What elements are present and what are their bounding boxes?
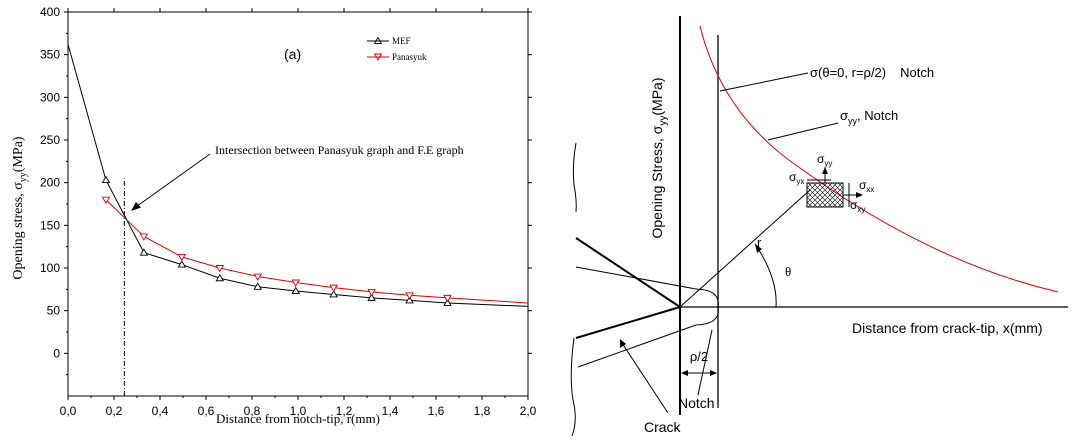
data-point-mef [291, 286, 300, 294]
x-axis-ticks: 0,0 0,2 0,4 0,6 0,8 1,0 1,2 1,4 1,6 1,8 2,0 [60, 8, 537, 418]
crack-pointer-arrowhead [620, 339, 626, 348]
sigma-yy-label: σyy [817, 152, 832, 168]
chart-a: 0 50 100 150 200 250 300 350 400 0,0 0,2 0,4 0,6 0,8… [11, 5, 537, 426]
x-tick-label: 0,6 [198, 404, 215, 418]
data-point-panasyuk [101, 196, 111, 205]
sigma-yx-label: σyx [789, 170, 804, 186]
series-line-panasyuk [105, 199, 529, 304]
point-label-arrow [719, 72, 809, 92]
point-label: σ(θ=0, r=ρ/2) Notch [810, 65, 934, 80]
legend-marker-mef [373, 36, 383, 44]
notch-pointer-line [697, 329, 713, 396]
y-tick-label: 0 [53, 346, 60, 360]
sigma-yy-arrowhead [822, 167, 828, 174]
y-tick-label: 100 [40, 261, 60, 275]
sigma-xx-arrowhead [856, 192, 863, 198]
rho-arrow-right [710, 370, 717, 376]
stress-element [806, 182, 844, 208]
y-axis-ticks: 0 50 100 150 200 250 300 350 400 [40, 5, 532, 376]
rho-half-label: ρ/2 [690, 349, 708, 364]
data-point-mef [139, 248, 149, 256]
diagram-x-axis-label: Distance from crack-tip, x(mm) [852, 320, 1043, 336]
data-point-panasyuk [405, 292, 414, 300]
annotation-arrowhead [131, 202, 141, 211]
y-tick-label: 50 [47, 304, 61, 318]
stress-curve [699, 25, 1059, 293]
data-point-panasyuk [443, 294, 452, 303]
notch-upper-outer [575, 237, 681, 308]
data-point-panasyuk [139, 233, 149, 241]
theta-arrowhead [755, 244, 762, 253]
x-tick-label: 1,0 [290, 404, 307, 418]
panel-label: (a) [284, 46, 301, 62]
data-point-panasyuk [215, 265, 225, 273]
x-tick-label: 0,0 [60, 404, 77, 418]
y-tick-label: 150 [40, 218, 60, 232]
data-point-mef [215, 273, 225, 282]
curve-label: σyy, Notch [840, 108, 898, 126]
series-line-mef [67, 44, 529, 307]
y-tick-label: 250 [40, 133, 60, 147]
legend-label-mef: MEF [392, 36, 411, 46]
sigma-xy-label: σxy [850, 198, 865, 214]
crack-pointer-line [621, 342, 669, 414]
x-tick-label: 1,2 [336, 404, 353, 418]
diagram-y-axis-label: Opening Stress, σyy(MPa) [649, 77, 669, 238]
series-layer [67, 44, 529, 307]
notch-wavy-edge-top [572, 142, 577, 213]
x-tick-label: 1,8 [474, 404, 491, 418]
data-point-panasyuk [253, 273, 263, 281]
x-tick-label: 1,6 [428, 404, 445, 418]
notch-tip-arc [695, 288, 719, 326]
notch-label: Notch [678, 395, 715, 411]
y-tick-label: 300 [40, 90, 60, 104]
x-tick-label: 0,2 [106, 404, 123, 418]
r-label: r [757, 235, 762, 250]
data-point-panasyuk [291, 279, 300, 287]
radius-line [679, 189, 811, 308]
notch-stress-diagram: Opening Stress, σyy(MPa) Distance from c… [570, 16, 1068, 437]
x-tick-label: 1,4 [382, 404, 399, 418]
crack-label: Crack [644, 419, 682, 435]
x-axis-label: Distance from notch-tip, r(mm) [216, 411, 380, 426]
data-point-mef [367, 293, 376, 301]
data-point-mef [101, 175, 111, 184]
sigma-xx-label: σxx [859, 178, 874, 194]
data-point-mef [443, 298, 452, 306]
x-tick-label: 0,8 [244, 404, 261, 418]
notch-lower-inner [577, 324, 697, 368]
y-tick-label: 200 [40, 176, 60, 190]
notch-wavy-edge-bottom [570, 337, 576, 437]
data-point-mef [177, 260, 187, 268]
legend: MEF Panasyuk [367, 36, 427, 62]
y-axis-label: Opening stress, σyy(MPa) [11, 136, 29, 279]
curve-label-arrow [767, 122, 839, 141]
legend-marker-panasyuk [373, 53, 383, 61]
rho-arrow-left [681, 370, 688, 376]
intersection-annotation: Intersection between Panasyuk graph and … [215, 143, 464, 157]
data-point-panasyuk [367, 288, 376, 297]
x-tick-label: 2,0 [520, 404, 537, 418]
data-point-panasyuk [329, 284, 338, 293]
theta-label: θ [785, 264, 791, 279]
notch-lower-outer [575, 306, 681, 339]
data-point-mef [253, 282, 263, 290]
annotation-arrow-line [132, 153, 211, 210]
data-point-mef [329, 290, 338, 298]
data-point-panasyuk [177, 253, 187, 262]
y-tick-label: 400 [40, 5, 60, 19]
legend-label-panasyuk: Panasyuk [392, 52, 427, 62]
theta-arc [754, 243, 777, 308]
data-point-mef [405, 296, 414, 304]
x-tick-label: 0,4 [152, 404, 169, 418]
y-tick-label: 350 [40, 48, 60, 62]
notch-upper-inner [575, 266, 697, 290]
